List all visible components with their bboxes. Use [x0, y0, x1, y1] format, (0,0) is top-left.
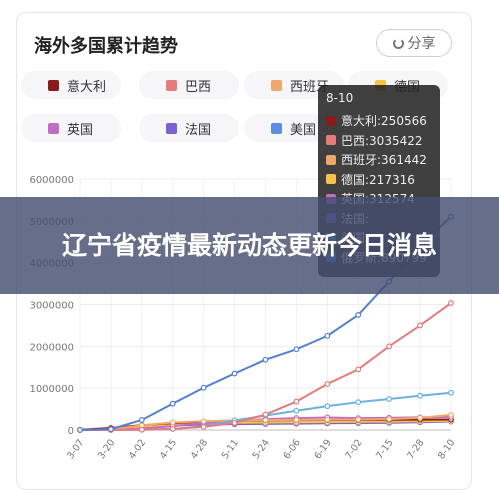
data-point — [231, 370, 238, 377]
tooltip-row: 西班牙:361442 — [326, 150, 432, 170]
data-point — [355, 399, 362, 406]
data-point — [448, 300, 454, 306]
y-tick-label: 2000000 — [29, 342, 74, 353]
tooltip-swatch — [326, 154, 336, 165]
data-point — [200, 424, 207, 430]
data-point — [293, 407, 300, 414]
share-icon — [392, 37, 404, 49]
x-tick-label: 6-19 — [312, 437, 333, 461]
data-point — [200, 384, 207, 391]
data-point — [417, 322, 423, 329]
tooltip-row: 德国:217316 — [326, 170, 432, 190]
data-point — [417, 414, 423, 421]
data-point — [169, 400, 176, 407]
legend-item[interactable]: 英国 — [21, 114, 121, 142]
legend-swatch — [48, 122, 59, 134]
card-title: 海外多国累计趋势 — [34, 36, 178, 57]
data-point — [448, 389, 454, 396]
data-point — [262, 417, 269, 424]
data-point — [200, 418, 207, 425]
x-tick-label: 3-07 — [65, 437, 86, 461]
data-point — [386, 343, 393, 350]
data-point — [355, 312, 362, 318]
legend-label: 法国 — [185, 122, 212, 138]
data-point — [293, 398, 300, 405]
legend-label: 美国 — [290, 122, 317, 138]
legend-item[interactable]: 巴西 — [139, 71, 239, 99]
x-tick-label: 7-15 — [374, 437, 395, 461]
data-point — [77, 427, 83, 433]
y-tick-label: 1000000 — [29, 384, 74, 395]
data-point — [293, 346, 300, 353]
legend-label: 巴西 — [185, 79, 212, 95]
data-point — [448, 411, 454, 418]
data-point — [262, 411, 269, 418]
tooltip-label: 巴西:3035422 — [341, 133, 423, 148]
x-tick-label: 8-10 — [436, 437, 457, 461]
x-tick-label: 4-02 — [127, 437, 148, 461]
x-tick-label: 5-24 — [251, 437, 272, 461]
data-point — [417, 392, 423, 399]
tooltip-label: 德国:217316 — [341, 172, 415, 187]
tooltip-label: 西班牙:361442 — [341, 153, 427, 168]
x-tick-label: 5-11 — [220, 437, 241, 461]
data-point — [324, 403, 331, 410]
legend-label: 英国 — [67, 122, 94, 138]
data-point — [262, 356, 269, 363]
tooltip-row: 意大利:250566 — [326, 111, 432, 131]
legend-item[interactable]: 意大利 — [21, 71, 121, 99]
x-tick-label: 4-28 — [189, 437, 210, 461]
share-button[interactable]: 分享 — [376, 29, 452, 57]
headline-text: 辽宁省疫情最新动态更新今日消息 — [61, 230, 437, 260]
data-point — [138, 417, 145, 423]
data-point — [355, 416, 362, 423]
y-tick-label: 6000000 — [29, 175, 74, 186]
legend-label: 意大利 — [67, 79, 107, 95]
data-point — [231, 419, 238, 426]
data-point — [324, 381, 331, 387]
tooltip-swatch — [326, 174, 336, 185]
data-point — [386, 416, 393, 423]
data-point — [324, 332, 331, 339]
data-point — [293, 417, 300, 423]
tooltip-label: 意大利:250566 — [341, 114, 427, 129]
data-point — [138, 426, 145, 433]
data-point — [324, 416, 331, 423]
data-point — [108, 426, 114, 433]
tooltip-date: 8-10 — [326, 91, 354, 105]
legend-swatch — [48, 79, 59, 91]
data-point — [355, 366, 362, 373]
data-point — [169, 419, 176, 426]
tooltip-row: 巴西:3035422 — [326, 131, 432, 151]
share-label: 分享 — [407, 36, 436, 52]
y-tick-label: 3000000 — [29, 301, 74, 312]
legend-swatch — [271, 79, 282, 91]
y-tick-label: 0 — [68, 426, 74, 437]
x-tick-label: 7-02 — [343, 437, 364, 461]
tooltip-swatch — [326, 115, 336, 126]
headline-banner: 辽宁省疫情最新动态更新今日消息 — [0, 197, 499, 294]
data-point — [386, 396, 393, 402]
legend-swatch — [271, 122, 282, 134]
tooltip-swatch — [326, 135, 336, 146]
legend-item[interactable]: 法国 — [139, 114, 239, 142]
x-tick-label: 3-20 — [96, 437, 117, 461]
x-tick-label: 4-15 — [158, 437, 179, 461]
legend-swatch — [166, 122, 177, 134]
data-point — [169, 426, 176, 432]
x-tick-label: 6-06 — [281, 437, 302, 461]
x-tick-label: 7-28 — [405, 437, 426, 461]
legend-swatch — [166, 79, 177, 91]
